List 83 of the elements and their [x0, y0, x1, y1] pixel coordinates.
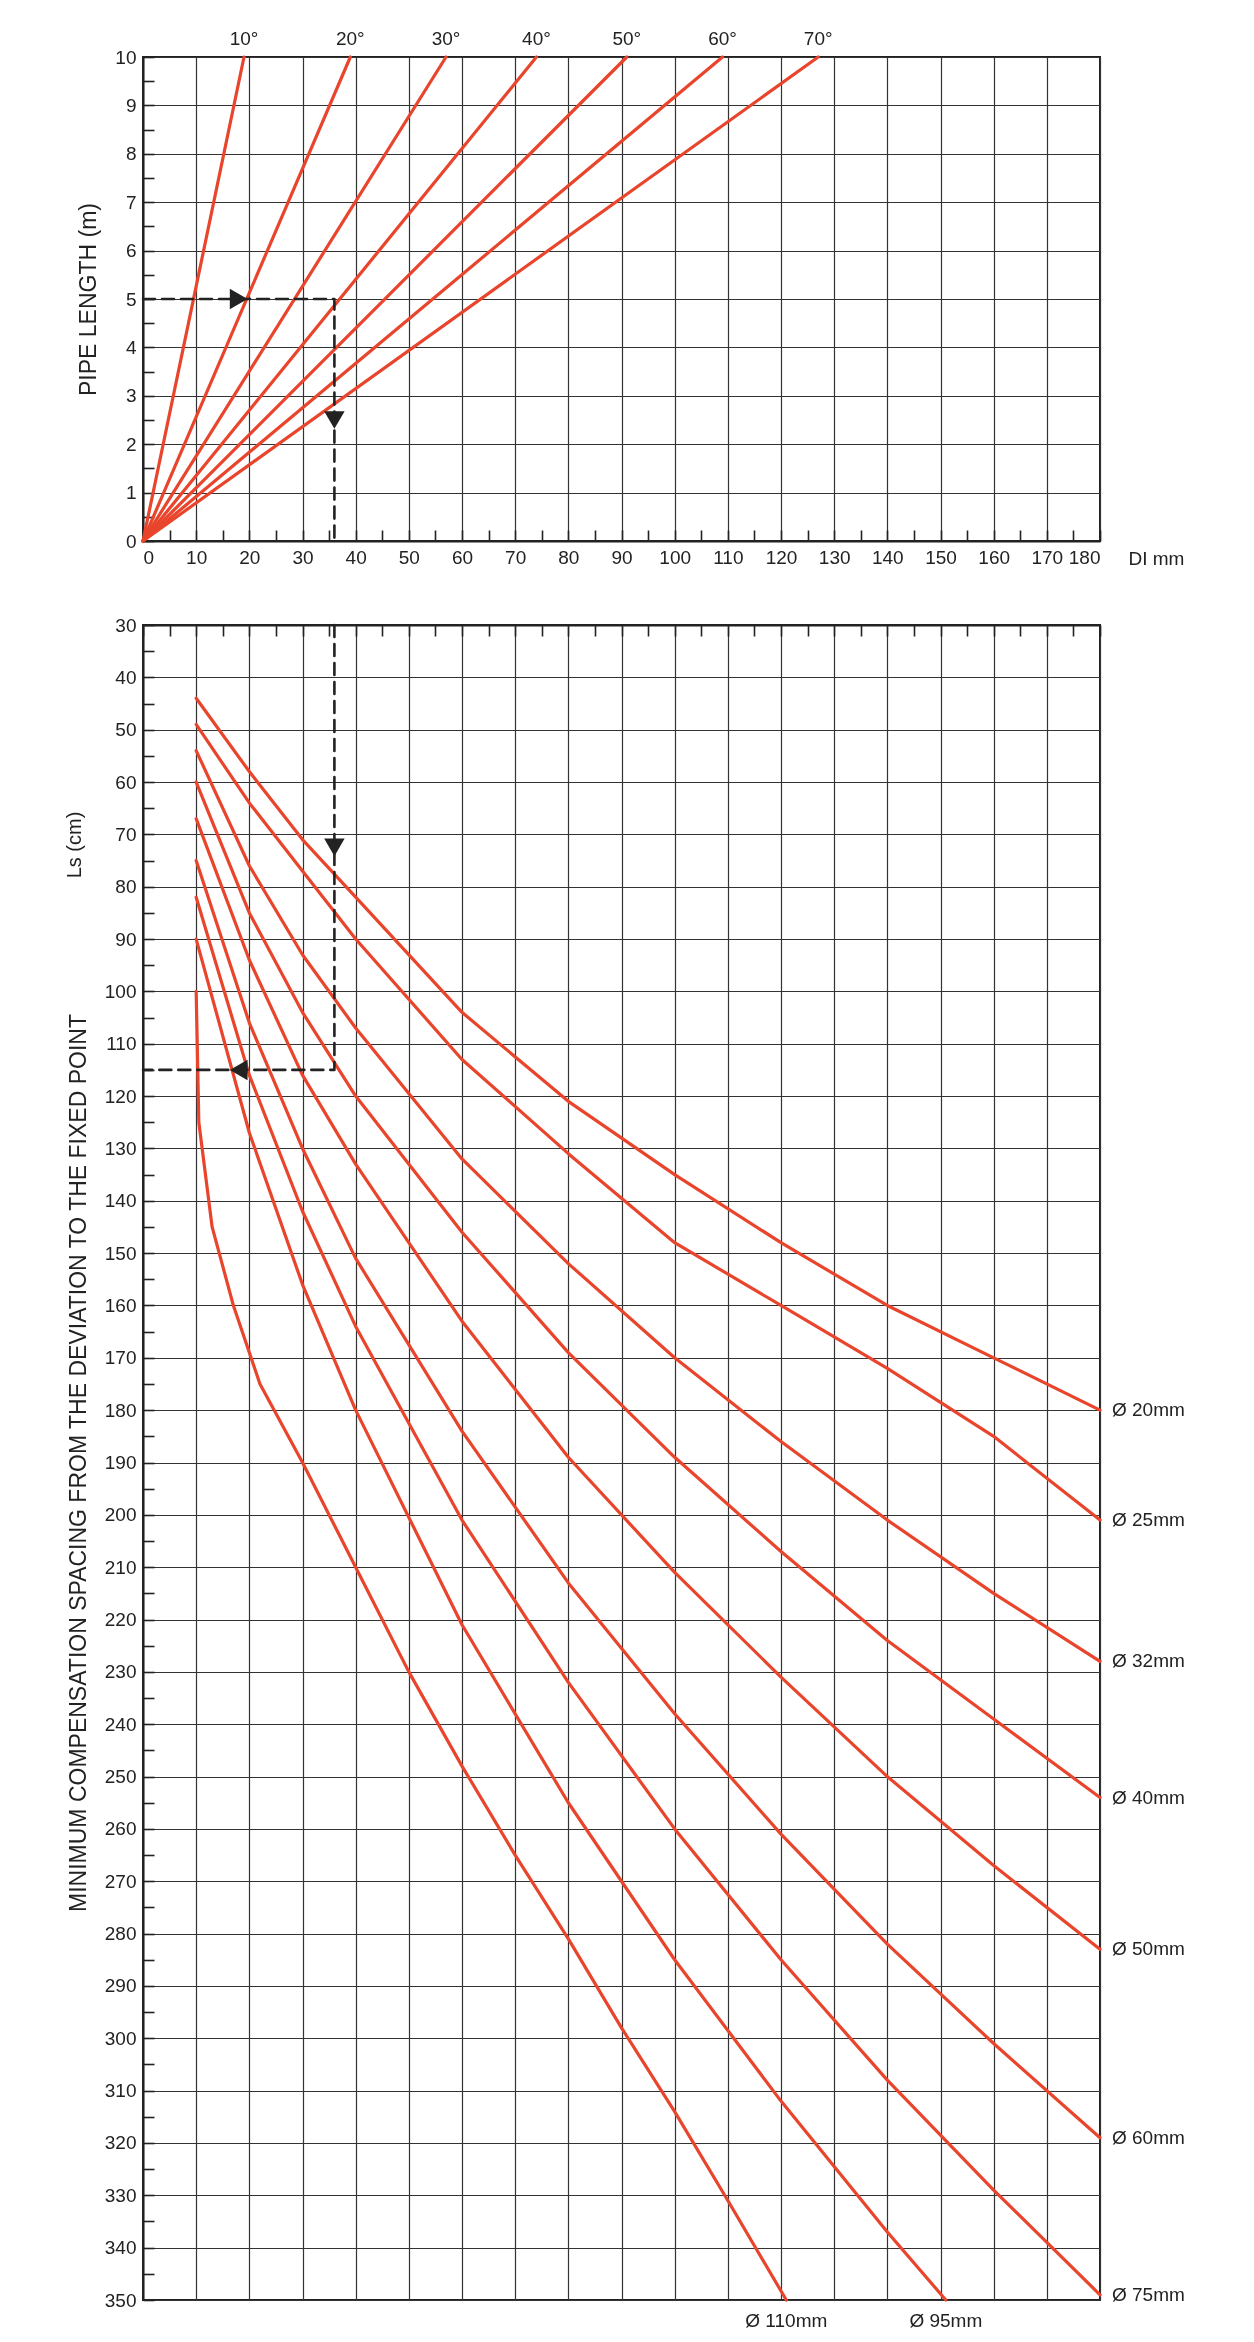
- series-label: 70°: [803, 28, 833, 49]
- series-label: Ø 60mm: [1112, 2126, 1185, 2148]
- y-tick-label: 250: [104, 1766, 137, 1788]
- x-tick-label: 140: [871, 546, 904, 568]
- series-label: Ø 50mm: [1112, 1938, 1185, 1960]
- y-tick-label: 350: [104, 2289, 137, 2311]
- y-tick-label: 170: [104, 1347, 137, 1369]
- x-tick-label: 50: [398, 546, 420, 568]
- y-tick-label: 260: [104, 1818, 137, 1840]
- x-tick-label: 10: [186, 546, 208, 568]
- y-tick-label: 290: [104, 1975, 137, 1997]
- y-tick-label: 320: [104, 2132, 137, 2154]
- series-label: 40°: [522, 28, 551, 49]
- x-tick-label: 180: [1068, 546, 1101, 568]
- x-tick-label: 160: [978, 546, 1011, 568]
- y-tick-label: 60: [115, 771, 137, 793]
- y-tick-label: 40: [115, 666, 137, 688]
- y-tick-label: 2: [125, 433, 137, 455]
- y-axis-title: PIPE LENGTH (m): [75, 203, 102, 396]
- x-tick-label: 90: [611, 546, 633, 568]
- x-tick-label: 130: [818, 546, 851, 568]
- x-axis-title: DI mm: [1128, 547, 1185, 569]
- y-tick-label: 80: [115, 876, 137, 898]
- y-tick-label: 110: [106, 1033, 137, 1055]
- y-tick-label: 130: [104, 1137, 137, 1159]
- series-label: Ø 25mm: [1112, 1509, 1185, 1531]
- y-tick-label: 90: [115, 928, 137, 950]
- x-tick-label: 170: [1031, 546, 1064, 568]
- y-tick-label: 70: [115, 823, 137, 845]
- y-tick-label: 190: [104, 1452, 137, 1473]
- x-tick-label: 30: [292, 546, 314, 568]
- x-tick-label: 60: [451, 546, 474, 568]
- y-axis-title: MINIMUM COMPENSATION SPACING FROM THE DEVIATION TO THE FIXED POINT: [64, 1014, 91, 1912]
- x-tick-label: 120: [765, 546, 798, 568]
- x-tick-label: 20: [239, 546, 261, 568]
- y-tick-label: 300: [104, 2027, 137, 2049]
- y-tick-label: 5: [125, 288, 137, 310]
- y-tick-label: 280: [104, 1923, 137, 1945]
- series-label: Ø 20mm: [1112, 1399, 1185, 1421]
- y-tick-label: 240: [104, 1713, 137, 1735]
- y-tick-label: 140: [104, 1190, 137, 1212]
- y-tick-label: 7: [125, 191, 137, 213]
- y-tick-label: 8: [125, 143, 137, 165]
- y-tick-label: 270: [104, 1870, 137, 1892]
- x-tick-label: 150: [925, 546, 957, 568]
- y-tick-label: 4: [125, 336, 137, 358]
- series-label: 60°: [708, 28, 737, 49]
- y-tick-label: 1: [125, 482, 137, 504]
- y-tick-label: 160: [104, 1294, 137, 1316]
- y-tick-label: 180: [104, 1399, 137, 1421]
- y-tick-label: 340: [104, 2237, 137, 2259]
- y-tick-label: 9: [125, 94, 137, 116]
- x-tick-label: 100: [659, 546, 692, 568]
- series-label: Ø 95mm: [909, 2310, 983, 2331]
- y-tick-label: 210: [104, 1556, 137, 1578]
- x-tick-label: 70: [505, 546, 527, 568]
- y-tick-label: 100: [104, 980, 137, 1002]
- y-tick-label: 230: [104, 1661, 137, 1683]
- series-label: 20°: [335, 28, 365, 49]
- y-tick-label: 30: [115, 614, 137, 636]
- x-tick-label: 80: [558, 546, 580, 568]
- series-label: Ø 110mm: [745, 2310, 828, 2331]
- y-tick-label: 310: [104, 2080, 137, 2102]
- x-tick-label: 110: [713, 546, 744, 568]
- y-tick-label: 120: [104, 1085, 137, 1107]
- y-tick-label: 0: [125, 530, 137, 552]
- x-tick-label: 0: [143, 546, 155, 568]
- series-label: 10°: [229, 28, 259, 49]
- series-label: 50°: [612, 28, 642, 49]
- series-label: Ø 75mm: [1112, 2283, 1185, 2305]
- y-tick-label: 200: [104, 1504, 137, 1526]
- series-label: Ø 32mm: [1112, 1650, 1185, 1672]
- y-tick-label: 150: [104, 1242, 137, 1264]
- y-tick-label: 50: [115, 719, 137, 741]
- y-tick-label: 3: [125, 385, 137, 407]
- series-label: Ø 40mm: [1112, 1786, 1185, 1808]
- series-label: 30°: [431, 28, 461, 49]
- text: Ls (cm): [63, 811, 85, 879]
- y-tick-label: 220: [104, 1609, 137, 1631]
- y-tick-label: 330: [104, 2184, 137, 2206]
- y-tick-label: 10: [115, 46, 137, 68]
- x-tick-label: 40: [345, 546, 367, 568]
- y-tick-label: 6: [125, 240, 137, 262]
